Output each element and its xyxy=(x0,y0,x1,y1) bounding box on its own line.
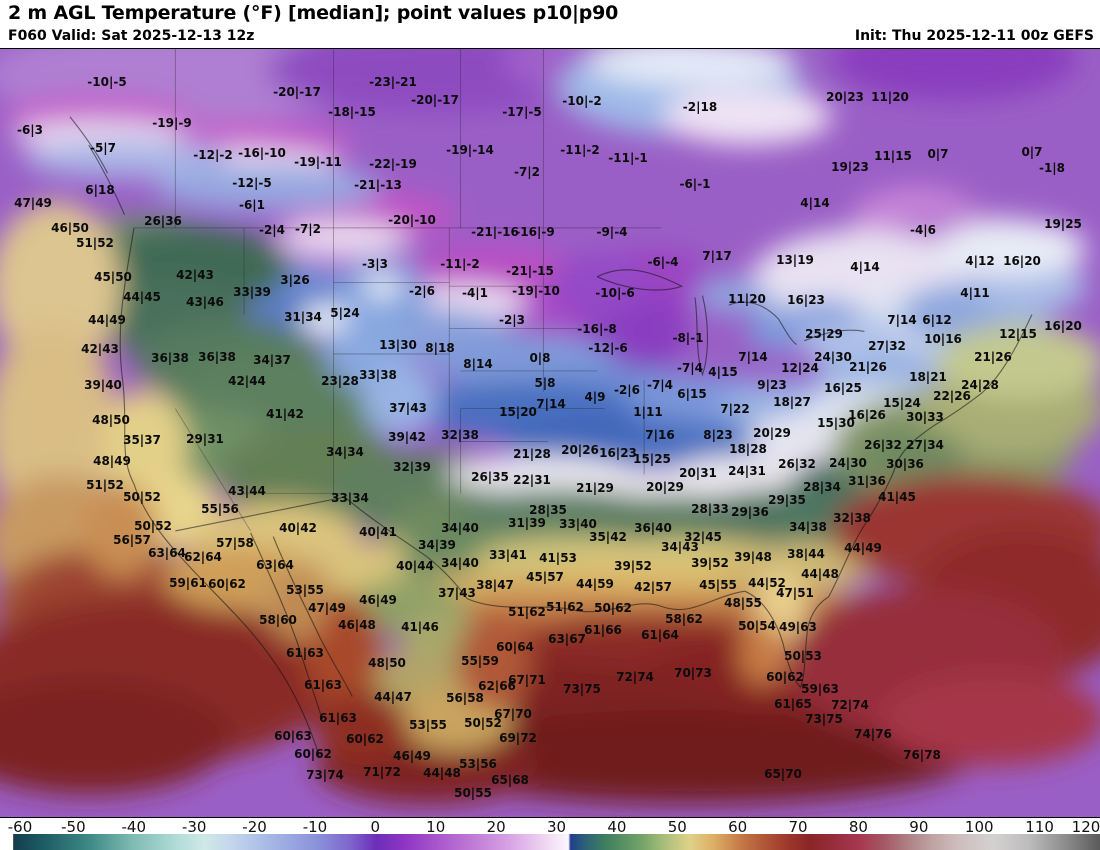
colorbar-tick: 10 xyxy=(426,818,446,836)
colorbar-tick: 0 xyxy=(370,818,381,836)
colorbar-tick: -50 xyxy=(61,818,86,836)
colorbar-tick: -20 xyxy=(242,818,267,836)
colorbar-tick: 50 xyxy=(667,818,687,836)
colorbar-tick: 120 xyxy=(1071,818,1100,836)
colorbar-tick: -40 xyxy=(121,818,147,836)
header-bar: 2 m AGL Temperature (°F) [median]; point… xyxy=(0,0,1100,48)
colorbar-tick: 80 xyxy=(848,818,868,836)
coastlines xyxy=(69,116,1033,758)
colorbar-tick: -60 xyxy=(7,818,33,836)
init-time-label: Init: Thu 2025-12-11 00z GEFS xyxy=(854,28,1094,44)
colorbar-tick: 20 xyxy=(486,818,506,836)
temperature-field xyxy=(0,49,1100,804)
colorbar-tick: -10 xyxy=(302,818,328,836)
colorbar-tick: -30 xyxy=(181,818,207,836)
valid-time-label: F060 Valid: Sat 2025-12-13 12z xyxy=(8,28,255,44)
map-title: 2 m AGL Temperature (°F) [median]; point… xyxy=(8,2,619,24)
colorbar-tick: 60 xyxy=(728,818,748,836)
temperature-shading xyxy=(0,49,1100,804)
state-borders xyxy=(133,49,662,532)
colorbar-tick: 90 xyxy=(909,818,929,836)
colorbar-tick: 40 xyxy=(607,818,627,836)
colorbar-tick: 110 xyxy=(1025,818,1054,836)
colorbar-gradient xyxy=(13,834,1100,850)
colorbar-tick: 30 xyxy=(546,818,567,836)
colorbar-tick: 100 xyxy=(964,818,994,836)
colorbar-footer: -60 -50 -40 -30 -20 -10 0 10 20 30 40 50 60 70 80 90 100… xyxy=(0,818,1100,850)
colorbar-tick-labels: -60 -50 -40 -30 -20 -10 0 10 20 30 40 50 60 70 80 90 100… xyxy=(0,818,1100,836)
colorbar-tick: 70 xyxy=(788,818,808,836)
temperature-map: www.pivotalweather.com piv⚙tal weather xyxy=(0,48,1100,850)
